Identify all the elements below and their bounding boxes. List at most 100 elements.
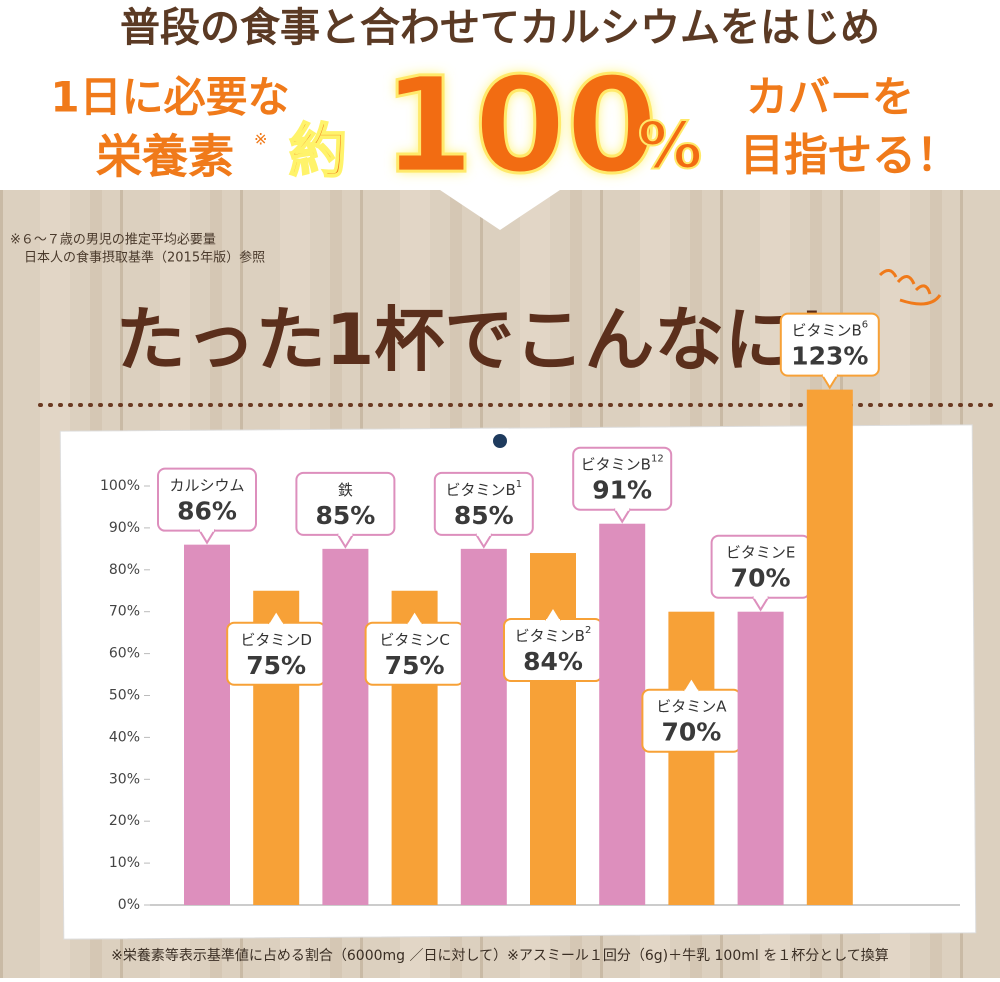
approx: 約 [289, 117, 347, 185]
callout-pointer [198, 529, 216, 545]
right-line2: 目指せる！ [740, 130, 960, 181]
callout: 鉄 85% [295, 471, 396, 549]
pin [493, 434, 507, 448]
category-label: ビタミンB2 [515, 625, 592, 645]
callout-pointer-cover [822, 372, 837, 377]
value-label: 70% [731, 564, 791, 593]
callout: ビタミンD 75% [226, 608, 327, 686]
y-tick-label: 70% [109, 604, 140, 620]
slogan: たった1杯でこんなに！ [116, 299, 865, 381]
bar [737, 611, 784, 905]
callout-pointer [751, 596, 770, 612]
callout-pointer [267, 608, 286, 625]
right-line1: カバーを [746, 73, 914, 122]
category-label: ビタミンB1 [445, 479, 522, 499]
callout: カルシウム 86% [157, 467, 257, 545]
value-label: 70% [661, 718, 721, 747]
callout: ビタミンA 70% [641, 675, 742, 753]
value-label: 123% [791, 342, 868, 371]
footnote: ※栄養素等表示基準値に占める割合（6000mg ／日に対して）※アスミール１回分… [111, 947, 889, 964]
note-line2: 日本人の食事摂取基準（2015年版）参照 [24, 250, 265, 266]
callout-pointer-cover [684, 689, 699, 694]
callout-pointer-cover [338, 531, 353, 536]
note-line1: ※６～７歳の男児の推定平均必要量 [10, 233, 216, 248]
category-superscript: 6 [862, 320, 868, 331]
big-number-group: 100 約 100 % [288, 48, 703, 205]
y-tick-label: 80% [109, 562, 140, 578]
callout-pointer [544, 605, 562, 621]
category-name: ビタミンA [656, 697, 727, 715]
callout: ビタミンC 75% [364, 608, 465, 686]
callout-pointer-cover [615, 506, 630, 511]
y-tick-label: 40% [109, 729, 140, 745]
callout-pointer [820, 374, 839, 390]
callout-pointer [682, 675, 701, 692]
big-unit: % [638, 110, 702, 184]
value-label: 91% [592, 476, 652, 505]
y-tick-label: 20% [109, 813, 140, 829]
bar [668, 611, 715, 905]
callout-pointer [405, 608, 424, 625]
category-superscript: 2 [585, 625, 591, 636]
callout-pointer-cover [546, 619, 560, 624]
category-name: ビタミンB [445, 480, 515, 498]
callout-pointer-cover [407, 622, 422, 627]
category-superscript: 1 [516, 479, 522, 490]
value-label: 84% [523, 647, 583, 676]
headline: 普段の食事と合わせてカルシウムをはじめ [120, 5, 880, 51]
category-label: ビタミンB12 [581, 454, 664, 474]
callout-pointer [336, 533, 355, 549]
category-label: ビタミンB6 [791, 320, 868, 340]
category-label: カルシウム [169, 476, 244, 494]
y-tick-label: 0% [118, 897, 140, 913]
category-name: カルシウム [169, 476, 244, 494]
big-number-glow: 100 [382, 49, 658, 203]
category-name: ビタミンD [240, 630, 312, 648]
callout-pointer-cover [753, 594, 768, 599]
category-name: ビタミンB [791, 321, 861, 339]
category-label: ビタミンE [726, 543, 795, 561]
bar [184, 544, 230, 905]
y-tick-label: 90% [109, 520, 140, 536]
category-name: ビタミンC [379, 630, 449, 648]
callout-pointer-cover [476, 531, 491, 536]
y-tick-label: 50% [109, 688, 140, 704]
bar [322, 548, 369, 905]
value-label: 85% [454, 501, 514, 530]
category-label: ビタミンC [379, 630, 449, 648]
value-label: 86% [177, 497, 237, 526]
category-name: ビタミンB [515, 627, 585, 645]
chart: 0% 10% 20% 30% 40% 50% 60% 70% 80% 90% 100% カルシウム 86… [100, 312, 880, 913]
callout-pointer [474, 533, 493, 549]
big-number: 100 [382, 49, 658, 203]
value-label: 75% [385, 651, 445, 680]
callout-pointer [613, 508, 632, 524]
y-tick-label: 30% [109, 771, 140, 787]
decoration [878, 269, 942, 306]
value-label: 75% [246, 651, 306, 680]
bar [806, 389, 853, 905]
bar [460, 548, 507, 905]
category-name: 鉄 [338, 480, 353, 498]
category-label: ビタミンD [240, 630, 312, 648]
callout-pointer-cover [200, 527, 214, 532]
value-label: 85% [315, 501, 375, 530]
y-tick-label: 10% [109, 855, 140, 871]
bar [599, 523, 646, 905]
category-name: ビタミンE [726, 543, 795, 561]
category-superscript: 12 [651, 454, 664, 465]
y-tick-label: 60% [109, 646, 140, 662]
left-line2: 栄養素 [96, 130, 234, 184]
left-mark: ※ [254, 130, 267, 149]
header-banner [0, 0, 1000, 230]
y-tick-label: 100% [100, 478, 140, 494]
category-name: ビタミンB [581, 455, 651, 473]
category-label: ビタミンA [656, 697, 727, 715]
callout: ビタミンE 70% [710, 534, 811, 612]
left-line1: 1日に必要な [50, 73, 289, 122]
